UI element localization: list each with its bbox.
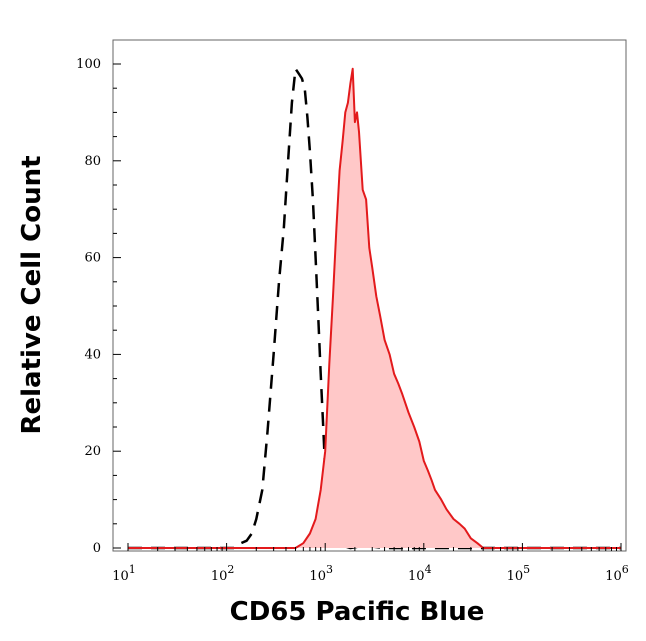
x-tick-label: 103	[309, 563, 333, 584]
y-tick-label: 40	[84, 347, 101, 362]
plot-frame	[112, 39, 627, 552]
y-tick-label: 60	[84, 251, 101, 266]
y-tick-label: 100	[76, 57, 101, 72]
y-tick-label: 0	[93, 541, 101, 556]
x-axis-title: CD65 Pacific Blue	[230, 597, 485, 627]
x-tick-label: 105	[507, 563, 531, 584]
series-layer	[128, 67, 621, 550]
x-tick-label: 102	[211, 563, 235, 584]
y-axis-title: Relative Cell Count	[17, 155, 47, 434]
tick-labels: 0 20 40 60 80 100 101 102 103 104 105 106	[76, 57, 629, 584]
x-tick-label: 104	[408, 563, 432, 584]
x-tick-label: 101	[112, 563, 136, 584]
y-tick-label: 80	[84, 154, 101, 169]
axis-layer	[113, 63, 622, 551]
series-line-1	[128, 67, 621, 549]
y-tick-label: 20	[84, 444, 101, 459]
series-area-1	[128, 68, 621, 549]
x-tick-label: 106	[605, 563, 629, 584]
